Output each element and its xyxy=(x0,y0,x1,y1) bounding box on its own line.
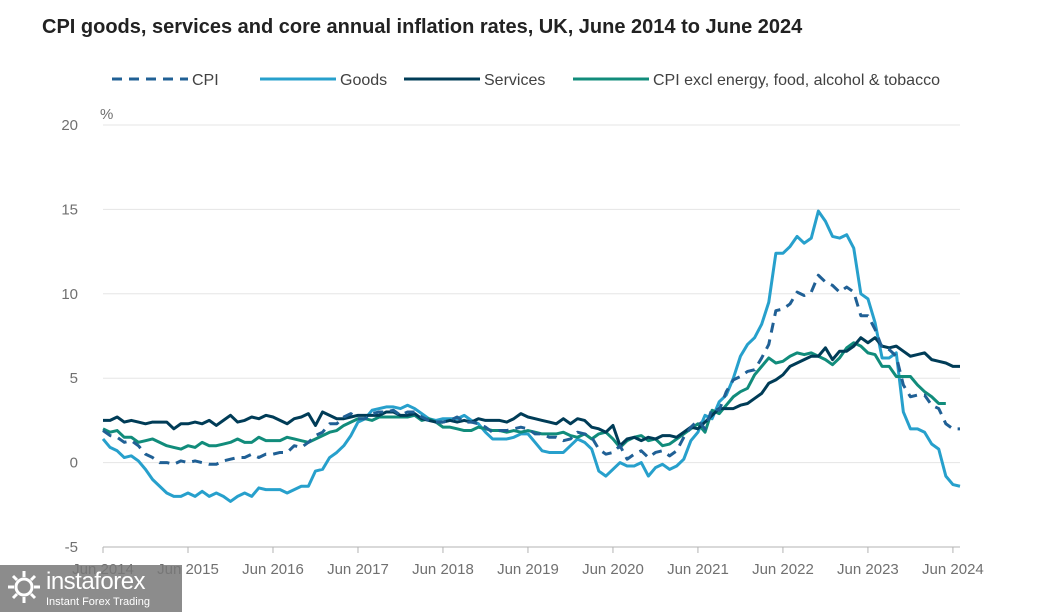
y-tick-label: 10 xyxy=(61,286,78,303)
legend: CPI Goods Services CPI excl energy, food, a… xyxy=(112,72,940,89)
y-tick-label: 0 xyxy=(70,455,78,472)
y-tick-label: 15 xyxy=(61,201,78,218)
y-axis-ticks: -5 0 5 10 15 20 xyxy=(61,117,78,556)
series-lines xyxy=(101,209,961,503)
x-tick-label: Jun 2021 xyxy=(667,561,729,578)
legend-label-cpi-excl-energy-food-alcohol-tobacco: CPI excl energy, food, alcohol & tobacco xyxy=(653,72,940,89)
gridlines xyxy=(103,124,960,464)
legend-label-cpi: CPI xyxy=(192,72,219,89)
x-tick-label: Jun 2017 xyxy=(327,561,389,578)
x-tick-label: Jun 2024 xyxy=(922,561,984,578)
series-line-cpi xyxy=(102,273,960,466)
watermark-tagline: Instant Forex Trading xyxy=(46,596,150,608)
x-tick-label: Jun 2022 xyxy=(752,561,814,578)
instaforex-watermark: instaforex Instant Forex Trading xyxy=(0,565,182,612)
y-axis-label: % xyxy=(100,106,113,123)
legend-label-goods: Goods xyxy=(340,72,387,89)
series-line-cpi-excl-energy-food-alcohol-tobacco xyxy=(102,341,946,451)
series-line-goods xyxy=(101,209,961,503)
y-tick-label: 20 xyxy=(61,117,78,134)
x-tick-label: Jun 2018 xyxy=(412,561,474,578)
series-line-services xyxy=(103,336,960,448)
watermark-brand: instaforex xyxy=(46,568,146,595)
legend-label-services: Services xyxy=(484,72,545,89)
x-tick-label: Jun 2020 xyxy=(582,561,644,578)
x-tick-label: Jun 2023 xyxy=(837,561,899,578)
chart-title: CPI goods, services and core annual infl… xyxy=(42,16,803,38)
instaforex-logo-icon xyxy=(8,571,40,603)
y-tick-label: -5 xyxy=(65,539,78,556)
y-tick-label: 5 xyxy=(70,370,78,387)
x-tick-label: Jun 2016 xyxy=(242,561,304,578)
x-tick-label: Jun 2019 xyxy=(497,561,559,578)
